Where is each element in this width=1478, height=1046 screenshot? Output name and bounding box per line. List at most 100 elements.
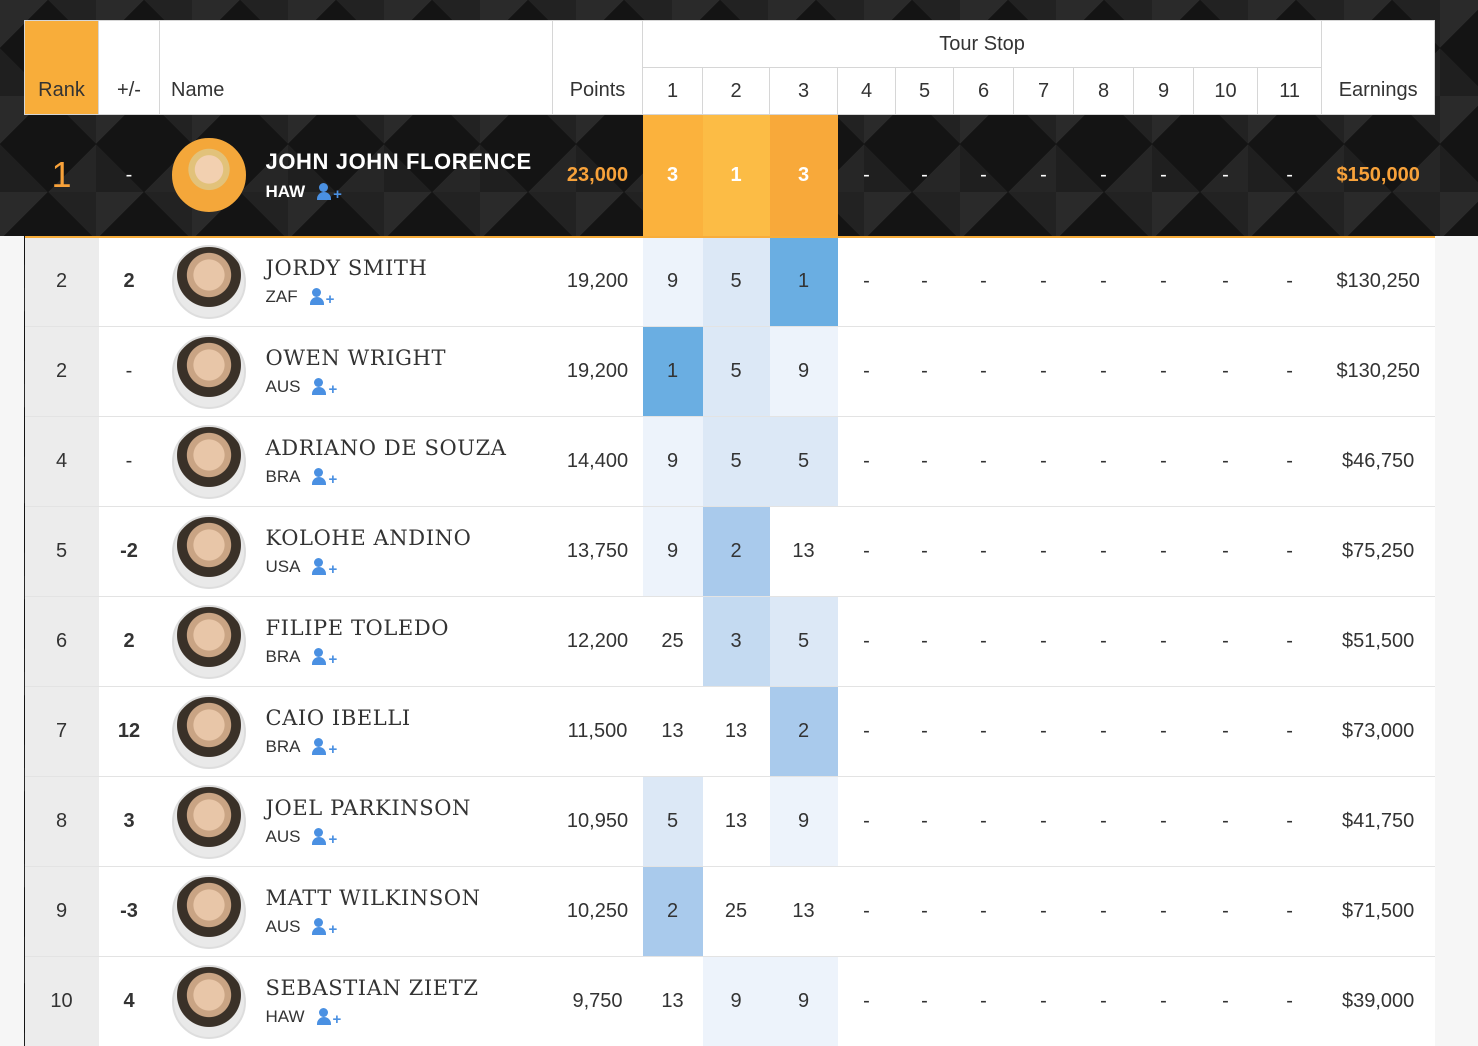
- tour-stop-9-header[interactable]: 9: [1133, 67, 1194, 115]
- table-row[interactable]: 2 2 JORDY SMITH ZAF +19,200 9 5 1- - - - - - - - $130,2…: [24, 236, 1435, 327]
- rank-column-header[interactable]: Rank: [24, 20, 99, 115]
- avatar[interactable]: [171, 244, 246, 319]
- surfer-name[interactable]: JOHN JOHN FLORENCE: [265, 148, 532, 174]
- earnings-cell: $150,000: [1321, 114, 1435, 238]
- stop-result-cell: -: [1193, 506, 1258, 597]
- name-column-header[interactable]: Name: [159, 20, 553, 115]
- surfer-name-cell[interactable]: SEBASTIAN ZIETZ HAW +: [159, 956, 553, 1046]
- points-cell: 10,250: [552, 866, 643, 957]
- stop-result-cell: 3: [769, 114, 838, 238]
- avatar[interactable]: [171, 424, 246, 499]
- add-user-icon[interactable]: +: [316, 1008, 343, 1027]
- stop-result-cell: -: [1133, 416, 1194, 507]
- tour-stop-1-header[interactable]: 1: [642, 67, 703, 115]
- stop-result-cell: -: [1013, 686, 1074, 777]
- rank-cell: 8: [24, 776, 99, 867]
- points-column-header[interactable]: Points: [552, 20, 643, 115]
- stop-result-cell: -: [837, 776, 896, 867]
- earnings-column-header[interactable]: Earnings: [1321, 20, 1436, 115]
- stop-result-cell: -: [1013, 506, 1074, 597]
- add-user-icon[interactable]: +: [312, 468, 338, 487]
- add-user-icon[interactable]: +: [312, 918, 338, 937]
- tour-stop-5-header[interactable]: 5: [895, 67, 954, 115]
- surfer-name-cell[interactable]: KOLOHE ANDINO USA +: [159, 506, 553, 597]
- leader-row[interactable]: 1- JOHN JOHN FLORENCE HAW +23,000 3 1 3- - - - - - -…: [24, 114, 1435, 238]
- table-row[interactable]: 6 2 FILIPE TOLEDO BRA +12,200 25 3 5- - - - - - - - $51…: [24, 596, 1435, 687]
- surfer-name-cell[interactable]: JOHN JOHN FLORENCE HAW +: [159, 114, 553, 238]
- add-user-icon[interactable]: +: [312, 828, 338, 847]
- surfer-name[interactable]: KOLOHE ANDINO: [265, 526, 472, 550]
- surfer-name-cell[interactable]: MATT WILKINSON AUS +: [159, 866, 553, 957]
- rank-cell: 4: [24, 416, 99, 507]
- surfer-name[interactable]: SEBASTIAN ZIETZ: [265, 976, 479, 1000]
- avatar[interactable]: [171, 334, 246, 409]
- country-row: HAW +: [266, 1007, 479, 1027]
- stop-result-cell: -: [1193, 114, 1258, 238]
- stop-result-cell: 25: [702, 866, 770, 957]
- surfer-name[interactable]: JOEL PARKINSON: [265, 796, 472, 820]
- avatar[interactable]: [171, 604, 246, 679]
- surfer-name[interactable]: CAIO IBELLI: [265, 706, 411, 730]
- surfer-name-cell[interactable]: OWEN WRIGHT AUS +: [159, 326, 553, 417]
- table-row[interactable]: 4- ADRIANO DE SOUZA BRA +14,400 9 5 5- - - - - - - - $…: [24, 416, 1435, 507]
- tour-stop-10-header[interactable]: 10: [1193, 67, 1258, 115]
- tour-stop-8-header[interactable]: 8: [1073, 67, 1134, 115]
- stop-result-cell: -: [1257, 114, 1322, 238]
- movement-cell: 4: [98, 956, 160, 1046]
- add-user-icon[interactable]: +: [309, 288, 336, 307]
- stop-result-cell: -: [1193, 866, 1258, 957]
- country-row: BRA +: [266, 467, 507, 487]
- stop-result-cell: 9: [642, 236, 703, 327]
- avatar[interactable]: [171, 784, 246, 859]
- surfer-name[interactable]: ADRIANO DE SOUZA: [265, 436, 507, 460]
- table-row[interactable]: 5 -2 KOLOHE ANDINO USA +13,750 9 2 13- - - - - - - - $7…: [24, 506, 1435, 597]
- stop-result-cell: -: [1013, 866, 1074, 957]
- table-row[interactable]: 9 -3 MATT WILKINSON AUS +10,250 2 25 13- - - - - - - -…: [24, 866, 1435, 957]
- surfer-name-cell[interactable]: CAIO IBELLI BRA +: [159, 686, 553, 777]
- stop-result-cell: -: [1257, 686, 1322, 777]
- tour-stop-7-header[interactable]: 7: [1013, 67, 1074, 115]
- table-row[interactable]: 8 3 JOEL PARKINSON AUS +10,950 5 13 9- - - - - - - - $4…: [24, 776, 1435, 867]
- avatar[interactable]: [171, 138, 246, 213]
- surfer-name-cell[interactable]: JOEL PARKINSON AUS +: [159, 776, 553, 867]
- avatar[interactable]: [171, 964, 246, 1039]
- surfer-name[interactable]: OWEN WRIGHT: [265, 346, 447, 370]
- country-code: ZAF: [265, 287, 298, 307]
- tour-stop-2-header[interactable]: 2: [702, 67, 770, 115]
- add-user-icon[interactable]: +: [312, 738, 338, 757]
- tour-stop-4-header[interactable]: 4: [837, 67, 896, 115]
- stop-result-cell: -: [1073, 596, 1134, 687]
- surfer-name[interactable]: MATT WILKINSON: [265, 886, 481, 910]
- movement-column-header[interactable]: +/-: [98, 20, 160, 115]
- stop-result-cell: -: [1013, 596, 1074, 687]
- surfer-name-cell[interactable]: JORDY SMITH ZAF +: [159, 236, 553, 327]
- points-cell: 19,200: [552, 326, 643, 417]
- country-code: HAW: [265, 181, 306, 201]
- stop-result-cell: -: [1257, 416, 1322, 507]
- tour-stop-11-header[interactable]: 11: [1256, 67, 1323, 115]
- tour-stop-6-header[interactable]: 6: [953, 67, 1014, 115]
- surfer-name[interactable]: FILIPE TOLEDO: [265, 616, 450, 640]
- rank-cell: 7: [24, 686, 99, 777]
- surfer-name-cell[interactable]: FILIPE TOLEDO BRA +: [159, 596, 553, 687]
- stop-result-cell: -: [1193, 596, 1258, 687]
- table-row[interactable]: 7 12 CAIO IBELLI BRA +11,500 13 13 2- - - - - - - - $73…: [24, 686, 1435, 777]
- rank-cell: 2: [24, 236, 99, 327]
- stop-result-cell: -: [1257, 596, 1322, 687]
- stop-result-cell: -: [1073, 236, 1134, 327]
- stop-result-cell: 9: [642, 506, 703, 597]
- avatar[interactable]: [171, 694, 246, 769]
- rank-cell: 5: [24, 506, 99, 597]
- avatar[interactable]: [171, 514, 246, 589]
- surfer-name-cell[interactable]: ADRIANO DE SOUZA BRA +: [159, 416, 553, 507]
- tour-stop-3-header[interactable]: 3: [769, 67, 838, 115]
- table-row[interactable]: 10 4 SEBASTIAN ZIETZ HAW +9,750 13 9 9- - - - - - - - $…: [24, 956, 1435, 1046]
- add-user-icon[interactable]: +: [312, 378, 338, 397]
- add-user-icon[interactable]: +: [312, 648, 338, 667]
- add-user-icon[interactable]: +: [312, 558, 338, 577]
- avatar[interactable]: [171, 874, 246, 949]
- surfer-name[interactable]: JORDY SMITH: [265, 256, 428, 281]
- table-row[interactable]: 2- OWEN WRIGHT AUS +19,200 1 5 9- - - - - - - - $130,2…: [24, 326, 1435, 417]
- add-user-icon[interactable]: +: [317, 182, 343, 202]
- stop-result-cell: -: [1193, 776, 1258, 867]
